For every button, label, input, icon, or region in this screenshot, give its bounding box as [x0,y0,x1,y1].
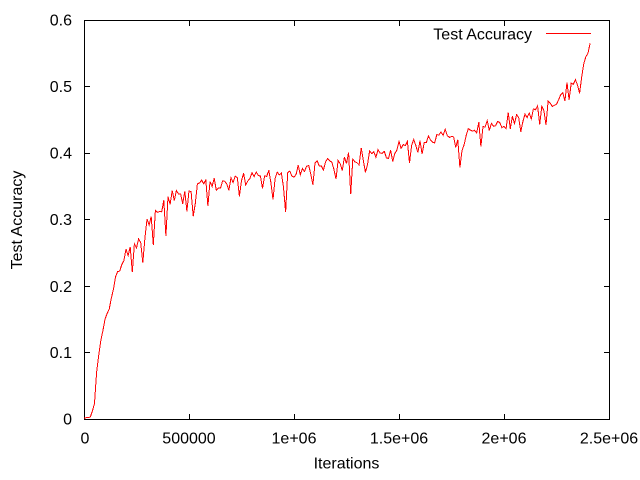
svg-text:0.4: 0.4 [45,146,72,163]
svg-text:0.2: 0.2 [45,279,72,296]
svg-text:0: 0 [81,431,90,448]
svg-text:0: 0 [59,412,72,429]
svg-text:Test Accuracy: Test Accuracy [433,27,532,44]
svg-text:0.6: 0.6 [45,13,72,30]
svg-text:0.5: 0.5 [45,79,72,96]
svg-text:0.1: 0.1 [45,345,72,362]
svg-text:2e+06: 2e+06 [482,431,527,448]
svg-text:1e+06: 1e+06 [272,431,317,448]
svg-text:Iterations: Iterations [314,456,380,473]
svg-text:0.3: 0.3 [45,212,72,229]
svg-text:500000: 500000 [162,431,215,448]
svg-text:2.5e+06: 2.5e+06 [580,431,638,448]
svg-text:Test Accuracy: Test Accuracy [9,171,26,270]
svg-text:1.5e+06: 1.5e+06 [370,431,428,448]
